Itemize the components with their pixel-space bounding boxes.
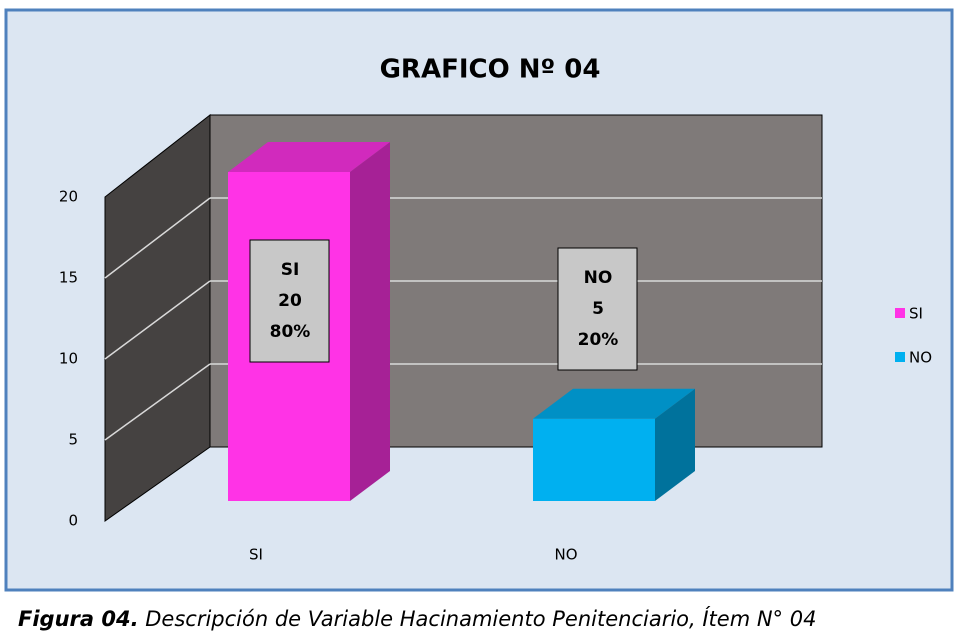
y-tick-label: 10 [59,350,78,368]
data-label-box [249,239,330,363]
y-tick-label: 20 [59,188,78,206]
bar [533,418,655,501]
x-tick-label: SI [249,546,263,564]
bar-top [228,142,390,172]
grid-line [104,197,211,279]
y-tick-label: 0 [68,512,78,530]
grid-line [104,280,211,360]
data-label: SI [281,260,300,280]
bar-side [655,388,695,501]
bar-side [350,142,390,501]
data-label: NO [584,268,613,288]
legend-label: NO [909,349,932,367]
legend-label: SI [909,305,923,323]
bar-top [533,388,695,419]
y-tick-label: 5 [68,431,78,449]
data-label: 5 [592,299,604,319]
caption: Figura 04. Descripción de Variable Hacin… [18,606,816,631]
caption-text: Descripción de Variable Hacinamiento Pen… [139,606,817,631]
chart-title: GRAFICO Nº 04 [380,55,601,85]
y-tick-label: 15 [59,269,78,287]
grid-line [104,363,211,441]
data-label-box [557,247,638,371]
legend-swatch [895,308,905,318]
data-label: 20 [278,291,302,311]
caption-label: Figura 04. [18,607,139,631]
legend-swatch [895,352,905,362]
x-tick-label: NO [554,546,577,564]
data-label: 20% [578,330,619,350]
data-label: 80% [270,322,311,342]
